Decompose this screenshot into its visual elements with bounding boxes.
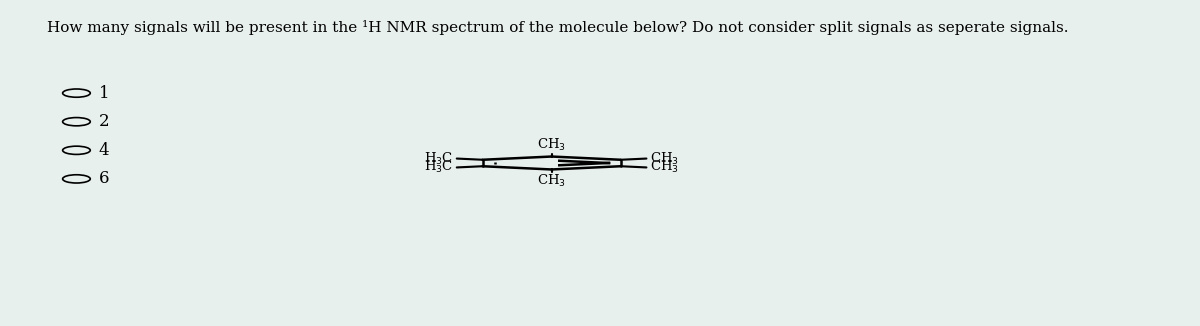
Text: H$_3$C: H$_3$C bbox=[425, 151, 454, 167]
Text: 4: 4 bbox=[98, 142, 109, 159]
Text: CH$_3$: CH$_3$ bbox=[538, 173, 566, 189]
Text: How many signals will be present in the ¹H NMR spectrum of the molecule below? D: How many signals will be present in the … bbox=[47, 20, 1068, 35]
Text: CH$_3$: CH$_3$ bbox=[649, 159, 678, 175]
Text: 1: 1 bbox=[98, 85, 109, 102]
Text: CH$_3$: CH$_3$ bbox=[538, 137, 566, 153]
Text: CH$_3$: CH$_3$ bbox=[649, 151, 678, 167]
Text: 2: 2 bbox=[98, 113, 109, 130]
Text: H$_3$C: H$_3$C bbox=[425, 159, 454, 175]
Text: 6: 6 bbox=[98, 170, 109, 187]
